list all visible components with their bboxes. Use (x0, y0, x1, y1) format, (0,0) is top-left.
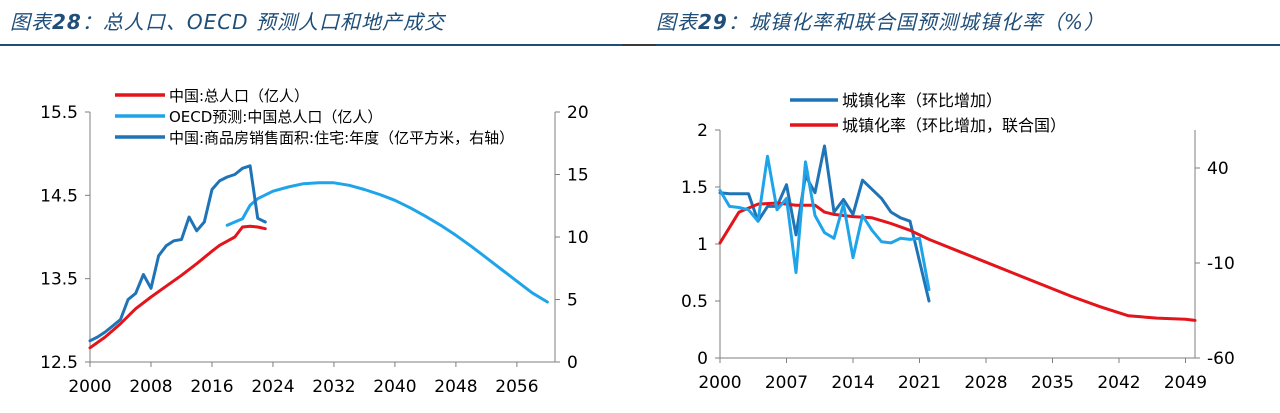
figure-title: 图表28：总人口、OECD 预测人口和地产成交 (10, 6, 445, 35)
legend-label: 城镇化率（环比增加，联合国） (842, 116, 1066, 135)
legend-item-2: 中国:商品房销售面积:住宅:年度（亿平方米，右轴） (115, 129, 514, 147)
title-rule (656, 44, 1280, 46)
legend-label: OECD预测:中国总人口（亿人） (169, 108, 382, 126)
series-line-2 (718, 154, 931, 292)
urbanization-chart: 0 0.5 1 1.5 2 -60 -10 40 2000 2007 2014 2021 2028 203… (681, 91, 1235, 393)
x-tick-label: 2040 (373, 377, 416, 397)
x-tick-label: 2008 (129, 377, 172, 397)
figure-29-panel: 图表29：城镇化率和联合国预测城镇化率（%） 0 0.5 1 1.5 2 -60 -10 40… (640, 0, 1280, 413)
x-tick-label: 2021 (898, 373, 941, 393)
legend-item-0: 中国:总人口（亿人） (115, 87, 309, 105)
y-left-tick-label: 1 (697, 235, 708, 255)
y-left-tick-label: 0.5 (681, 292, 708, 312)
x-tick-label: 2016 (190, 377, 233, 397)
legend-item-0: 城镇化率（环比增加） (790, 91, 1002, 110)
x-tick-label: 2056 (495, 377, 538, 397)
y-left-tick-label: 14.5 (40, 186, 78, 206)
x-tick-label: 2014 (831, 373, 874, 393)
x-tick-label: 2007 (765, 373, 808, 393)
figure-title-prefix: 图表 (10, 10, 52, 34)
legend-label: 中国:总人口（亿人） (169, 87, 309, 105)
figure-title-text: ：总人口、OECD 预测人口和地产成交 (81, 10, 445, 34)
figure-title-text: ：城镇化率和联合国预测城镇化率（%） (727, 10, 1105, 34)
figure-title: 图表29：城镇化率和联合国预测城镇化率（%） (656, 6, 1105, 35)
x-tick-label: 2035 (1031, 373, 1074, 393)
figure-title-prefix: 图表 (656, 10, 698, 34)
series-line-2 (88, 164, 267, 343)
y-right-tick-label: 40 (1207, 159, 1229, 179)
y-right-tick-label: -10 (1207, 254, 1235, 274)
y-left-tick-label: 13.5 (40, 270, 78, 290)
x-tick-label: 2049 (1164, 373, 1207, 393)
legend: 城镇化率（环比增加） 城镇化率（环比增加，联合国） (790, 91, 1066, 135)
y-right-tick-label: -60 (1207, 349, 1235, 369)
y-left-tick-label: 1.5 (681, 178, 708, 198)
axes: 12.5 13.5 14.5 15.5 0 5 10 15 20 2000 2008 2016 2024… (40, 103, 589, 397)
x-tick-label: 2042 (1097, 373, 1140, 393)
axes: 0 0.5 1 1.5 2 -60 -10 40 2000 2007 2014 2021 2028 203… (681, 121, 1235, 393)
legend-item-1: OECD预测:中国总人口（亿人） (115, 108, 382, 126)
title-rule (0, 44, 625, 46)
legend-label: 中国:商品房销售面积:住宅:年度（亿平方米，右轴） (169, 129, 514, 147)
x-tick-label: 2024 (251, 377, 294, 397)
x-tick-label: 2048 (434, 377, 477, 397)
x-tick-label: 2000 (698, 373, 741, 393)
y-right-tick-label: 10 (567, 228, 589, 248)
title-rule-divider (622, 44, 656, 46)
series-line-1 (225, 181, 549, 304)
x-tick-label: 2032 (312, 377, 355, 397)
x-tick-label: 2000 (68, 377, 111, 397)
population-chart: 12.5 13.5 14.5 15.5 0 5 10 15 20 2000 2008 2016 2024… (40, 87, 589, 397)
legend-item-1: 城镇化率（环比增加，联合国） (790, 116, 1066, 135)
y-left-tick-label: 2 (697, 121, 708, 141)
figure-title-number: 28 (52, 10, 82, 34)
x-tick-label: 2028 (964, 373, 1007, 393)
figure-28-panel: 图表28：总人口、OECD 预测人口和地产成交 12.5 13.5 14.5 15.5… (0, 6, 625, 397)
y-left-tick-label: 15.5 (40, 103, 78, 123)
legend: 中国:总人口（亿人） OECD预测:中国总人口（亿人） 中国:商品房销售面积:住宅:… (115, 87, 514, 147)
series-line-0 (718, 144, 931, 303)
y-right-tick-label: 15 (567, 166, 589, 186)
series-line-1 (718, 201, 1197, 322)
y-left-tick-label: 12.5 (40, 353, 78, 373)
series-line-0 (88, 224, 267, 350)
series-group (718, 144, 1197, 322)
figure-title-number: 29 (698, 10, 728, 34)
y-right-tick-label: 20 (567, 103, 589, 123)
legend-label: 城镇化率（环比增加） (842, 91, 1002, 110)
series-group (88, 164, 549, 350)
y-right-tick-label: 5 (567, 291, 578, 311)
y-left-tick-label: 0 (697, 349, 708, 369)
y-right-tick-label: 0 (567, 353, 578, 373)
